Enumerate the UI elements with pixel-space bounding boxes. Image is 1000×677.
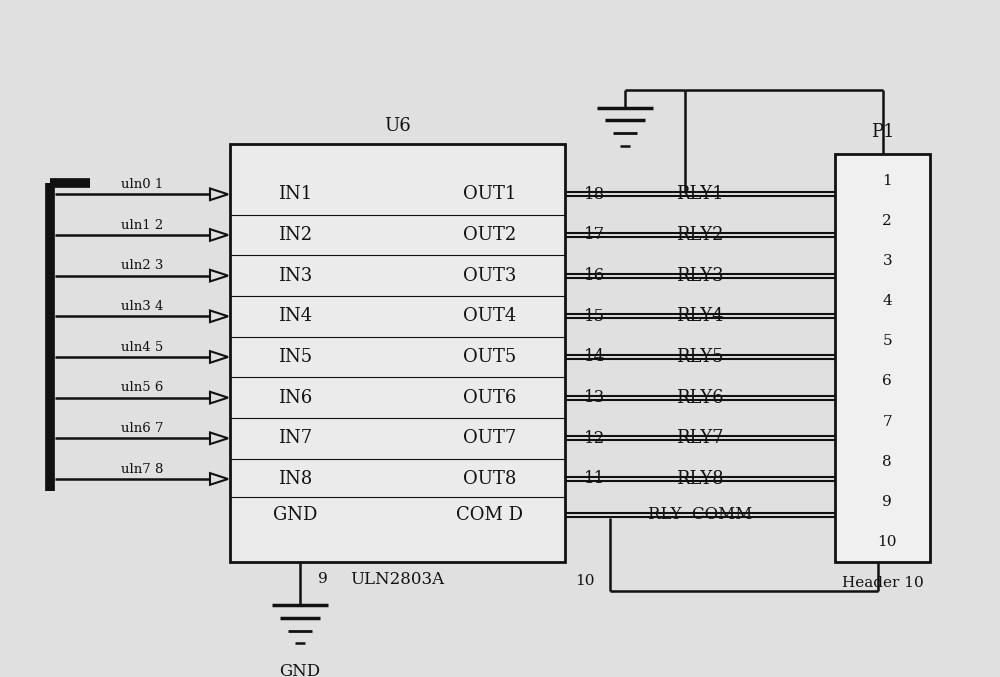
Text: OUT3: OUT3: [463, 267, 517, 284]
Polygon shape: [210, 433, 228, 444]
Text: IN8: IN8: [278, 470, 312, 488]
Text: GND: GND: [273, 506, 317, 524]
Text: 13: 13: [584, 389, 606, 406]
Text: IN1: IN1: [278, 185, 312, 203]
Text: 8: 8: [882, 455, 892, 468]
Text: OUT5: OUT5: [463, 348, 517, 366]
Text: 14: 14: [584, 349, 606, 366]
Text: 17: 17: [584, 227, 606, 244]
Text: P1: P1: [871, 123, 894, 141]
Text: uln2 3: uln2 3: [121, 259, 164, 272]
Text: ULN2803A: ULN2803A: [350, 571, 445, 588]
Text: IN4: IN4: [278, 307, 312, 326]
Text: uln1 2: uln1 2: [121, 219, 164, 232]
Text: 12: 12: [584, 430, 606, 447]
Text: 10: 10: [878, 535, 897, 549]
Text: uln3 4: uln3 4: [121, 300, 164, 313]
Text: COM D: COM D: [456, 506, 524, 524]
Text: uln0 1: uln0 1: [121, 178, 164, 191]
Text: RLY5: RLY5: [676, 348, 724, 366]
Text: IN5: IN5: [278, 348, 312, 366]
Text: 5: 5: [882, 334, 892, 349]
Text: 4: 4: [882, 294, 892, 308]
Text: RLY8: RLY8: [676, 470, 724, 488]
Bar: [835, 154, 930, 561]
Text: 18: 18: [584, 185, 606, 203]
Text: IN3: IN3: [278, 267, 312, 284]
Text: 15: 15: [584, 308, 606, 325]
Text: RLY7: RLY7: [676, 429, 724, 447]
Text: 9: 9: [318, 572, 328, 586]
Polygon shape: [210, 392, 228, 403]
Text: RLY3: RLY3: [676, 267, 724, 284]
Text: OUT1: OUT1: [463, 185, 517, 203]
Text: Header 10: Header 10: [842, 576, 923, 590]
Text: U6: U6: [384, 117, 411, 135]
Text: RLY1: RLY1: [676, 185, 724, 203]
Polygon shape: [210, 270, 228, 282]
Text: 11: 11: [584, 471, 606, 487]
Text: GND: GND: [279, 663, 321, 677]
Text: 16: 16: [584, 267, 606, 284]
Text: OUT4: OUT4: [463, 307, 517, 326]
Text: OUT6: OUT6: [463, 389, 517, 407]
Text: RLY4: RLY4: [676, 307, 724, 326]
Text: RLY2: RLY2: [676, 226, 724, 244]
Text: uln7 8: uln7 8: [121, 463, 164, 476]
Text: 2: 2: [882, 214, 892, 228]
Text: 3: 3: [882, 254, 892, 268]
Polygon shape: [210, 473, 228, 485]
Text: RLY6: RLY6: [676, 389, 724, 407]
Polygon shape: [210, 351, 228, 363]
Text: uln4 5: uln4 5: [121, 341, 164, 354]
Text: RLY  COMM: RLY COMM: [648, 506, 752, 523]
Text: IN7: IN7: [278, 429, 312, 447]
Text: 10: 10: [576, 574, 595, 588]
Text: 9: 9: [882, 495, 892, 509]
Text: IN6: IN6: [278, 389, 312, 407]
Text: uln6 7: uln6 7: [121, 422, 164, 435]
Text: OUT8: OUT8: [463, 470, 517, 488]
Text: 1: 1: [882, 174, 892, 188]
Polygon shape: [210, 229, 228, 241]
Text: 7: 7: [882, 414, 892, 429]
Text: OUT2: OUT2: [463, 226, 517, 244]
Bar: [230, 144, 565, 561]
Polygon shape: [210, 188, 228, 200]
Text: 6: 6: [882, 374, 892, 389]
Polygon shape: [210, 311, 228, 322]
Text: IN2: IN2: [278, 226, 312, 244]
Text: OUT7: OUT7: [463, 429, 517, 447]
Text: uln5 6: uln5 6: [121, 381, 164, 395]
